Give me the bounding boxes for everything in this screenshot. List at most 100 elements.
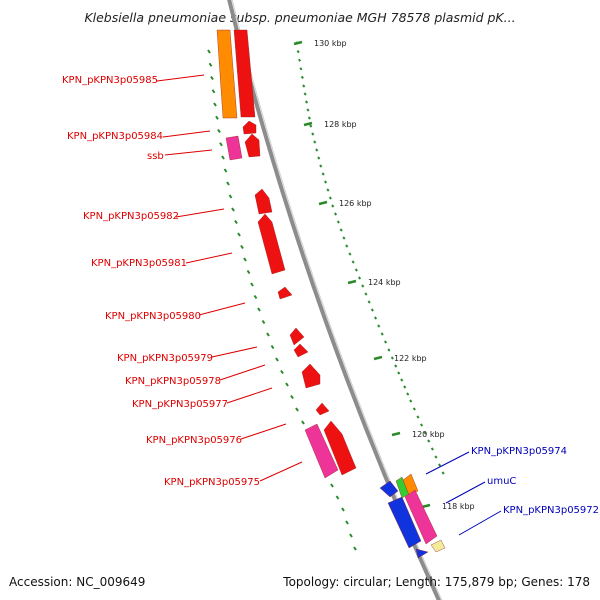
tick-ring-dot	[367, 300, 371, 304]
gene-pink-block	[304, 423, 339, 479]
gene-label: KPN_pKPN3p05980	[105, 311, 201, 322]
gene-arrow	[242, 120, 257, 135]
gc-ring-dot	[231, 207, 235, 212]
gc-ring-dot	[353, 546, 357, 551]
label-leader-line	[164, 149, 213, 156]
tick-ring-dot	[427, 439, 431, 443]
tick-ring-dot	[319, 164, 323, 168]
gc-ring-dot	[266, 332, 270, 337]
gc-ring-dot	[215, 115, 219, 120]
tick-ring-dot	[313, 140, 317, 144]
tick-label: 124 kbp	[368, 278, 401, 287]
gene-label: ssb	[147, 151, 164, 162]
tick-ring-dot	[321, 172, 325, 176]
label-leader-line	[211, 346, 258, 358]
gc-ring-dot	[295, 407, 299, 412]
gene-label: KPN_pKPN3p05977	[132, 399, 228, 410]
major-tick	[391, 431, 401, 437]
tick-ring-dot	[331, 204, 335, 208]
gc-ring-dot	[335, 495, 340, 500]
gc-ring-dot	[275, 357, 279, 362]
gene-arrow	[289, 327, 305, 346]
gc-ring-dot	[250, 282, 254, 287]
tick-ring-dot	[361, 284, 365, 288]
tick-ring-dot	[351, 260, 355, 264]
label-leader-line	[445, 481, 486, 504]
tick-ring-dot	[315, 148, 319, 152]
label-leader-line	[175, 208, 225, 218]
major-tick	[421, 503, 431, 509]
label-leader-line	[219, 364, 266, 381]
gene-label: KPN_pKPN3p05978	[125, 376, 221, 387]
gc-ring-dot	[221, 155, 225, 160]
tick-ring-dot	[380, 332, 384, 336]
gc-ring-dot	[226, 181, 230, 186]
tick-ring-dot	[437, 463, 442, 467]
gc-ring-dot	[228, 194, 233, 199]
gc-ring-dot	[270, 344, 275, 350]
gc-ring-dot	[257, 307, 261, 312]
tick-label: 118 kbp	[442, 502, 475, 511]
gene-arrow	[244, 133, 261, 158]
gene-blue-arrow	[415, 548, 429, 559]
tick-ring-dot	[397, 371, 401, 375]
tick-ring-dot	[412, 407, 416, 411]
gene-label: KPN_pKPN3p05982	[83, 211, 179, 222]
gene-arrow	[233, 29, 256, 118]
gene-arrow	[323, 420, 357, 476]
tick-ring-dot	[304, 100, 309, 104]
tick-ring-dot	[297, 58, 302, 62]
gene-blue-arrow	[379, 480, 399, 498]
gene-arrow	[301, 363, 321, 389]
tick-ring-dot	[323, 180, 328, 184]
gc-ring-dot	[219, 142, 223, 147]
tick-ring-dot	[441, 471, 445, 475]
label-leader-line	[198, 302, 246, 316]
gene-label: KPN_pKPN3p05981	[91, 258, 187, 269]
major-tick	[347, 279, 357, 285]
label-leader-line	[425, 451, 470, 475]
gc-ring-dot	[243, 257, 247, 262]
tick-ring-dot	[311, 132, 315, 136]
map-title: Klebsiella pneumoniae subsp. pneumoniae …	[84, 10, 516, 25]
gene-pink-block	[225, 135, 243, 161]
tick-ring-dot	[357, 276, 362, 280]
gene-label: KPN_pKPN3p05979	[117, 353, 213, 364]
tick-label: 122 kbp	[394, 354, 427, 363]
tick-ring-dot	[387, 348, 391, 352]
gc-ring-dot	[234, 219, 238, 225]
gc-ring-dot	[240, 244, 244, 250]
tick-ring-dot	[419, 423, 424, 427]
gene-label: KPN_pKPN3p05972	[503, 505, 599, 516]
tick-label: 130 kbp	[314, 39, 347, 48]
gc-ring-dot	[261, 319, 266, 325]
tick-ring-dot	[326, 188, 330, 192]
gene-label: KPN_pKPN3p05974	[471, 446, 567, 457]
tick-ring-dot	[348, 252, 352, 256]
major-tick	[318, 200, 328, 206]
tick-ring-dot	[390, 356, 394, 360]
tick-ring-dot	[364, 292, 368, 296]
label-leader-line	[226, 387, 273, 404]
tick-ring-dot	[403, 385, 407, 389]
tick-ring-dot	[406, 392, 410, 396]
gc-ring-dot	[301, 420, 305, 425]
major-tick	[373, 355, 383, 361]
tick-ring-dot	[409, 399, 413, 403]
gc-ring-dot	[223, 168, 228, 173]
tick-ring-dot	[309, 124, 313, 128]
tick-ring-dot	[317, 156, 321, 160]
gc-ring-dot	[217, 128, 221, 134]
tick-ring-dot	[299, 67, 303, 71]
tick-ring-dot	[416, 415, 420, 419]
gene-pink-block	[404, 489, 438, 545]
label-leader-line	[240, 423, 287, 440]
gene-arrow	[293, 343, 309, 358]
tick-ring-dot	[333, 212, 338, 216]
tick-ring-dot	[394, 364, 398, 368]
gc-ring-dot	[210, 75, 214, 81]
tick-ring-dot	[383, 340, 388, 344]
tick-ring-dot	[339, 228, 343, 232]
